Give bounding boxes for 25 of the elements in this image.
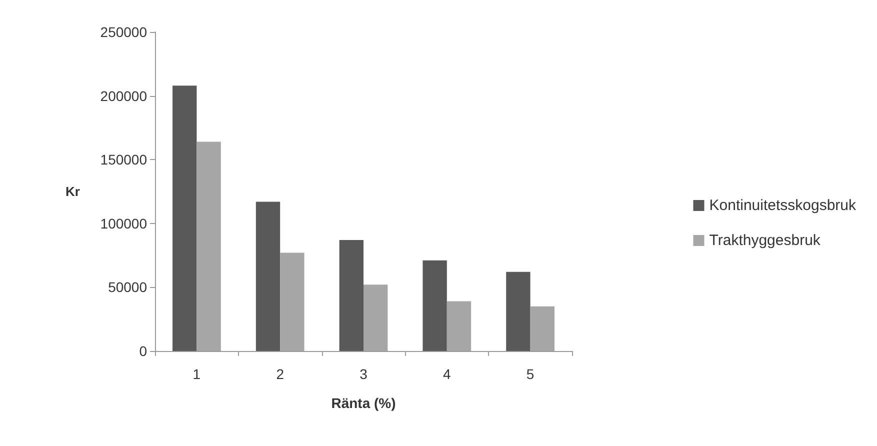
bar — [280, 252, 304, 351]
y-tick-label: 150000 — [100, 152, 148, 168]
x-tick-label: 5 — [526, 366, 534, 382]
bar — [339, 240, 364, 351]
x-tick-label: 3 — [360, 366, 368, 382]
y-axis-title: Kr — [66, 184, 80, 199]
y-tick-label: 200000 — [100, 88, 148, 104]
bar — [172, 86, 197, 351]
bar — [364, 284, 388, 351]
bar — [530, 306, 554, 351]
bar — [256, 202, 280, 351]
x-tick-label: 4 — [443, 366, 451, 382]
bar — [196, 142, 221, 351]
y-tick-label: 100000 — [100, 215, 148, 232]
x-tick-label: 2 — [276, 366, 284, 382]
legend-label: Kontinuitetsskogsbruk — [709, 197, 856, 214]
legend-label: Trakthyggesbruk — [709, 232, 821, 249]
bar — [446, 301, 472, 351]
bar — [506, 272, 530, 351]
y-tick-label: 0 — [139, 343, 148, 359]
x-tick-label: 1 — [192, 366, 201, 382]
bar — [422, 260, 447, 351]
y-tick-label: 50000 — [108, 279, 148, 296]
x-axis-title: Ränta (%) — [331, 395, 396, 411]
y-tick-label: 250000 — [100, 24, 148, 40]
